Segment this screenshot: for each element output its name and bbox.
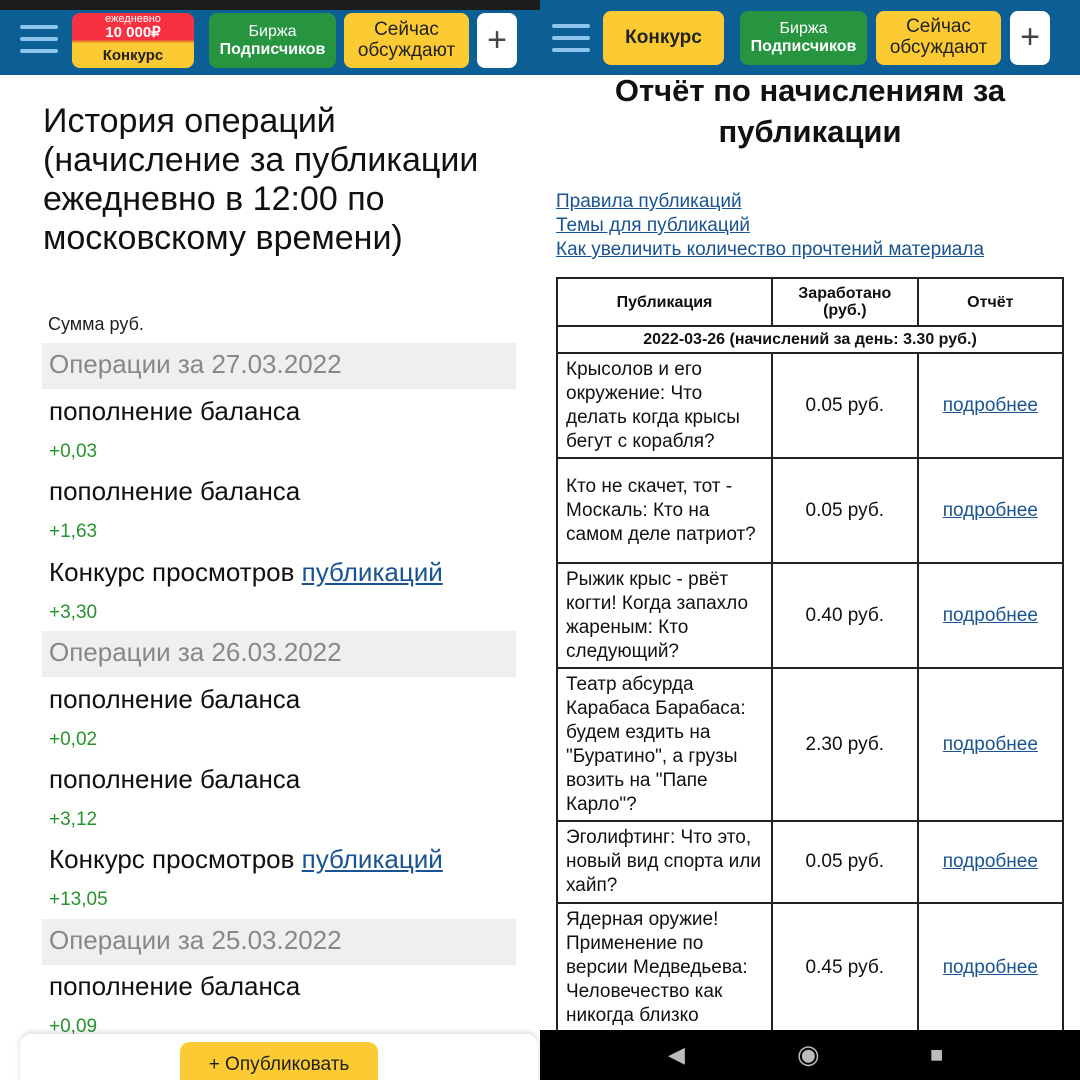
add-button[interactable]: + <box>1010 11 1050 65</box>
col-earned: Заработано (руб.) <box>770 277 919 327</box>
table-row: Крысолов и его окружение: Что делать ког… <box>556 352 1065 459</box>
top-header: Конкурс Биржа Подписчиков Сейчас обсужда… <box>540 0 1080 75</box>
table-row: Рыжик крыс - рвёт когти! Когда запахло ж… <box>556 562 1065 669</box>
col-report: Отчёт <box>916 277 1065 327</box>
android-nav-bar: ◀ ◉ ■ <box>540 1030 1080 1080</box>
details-link[interactable]: подробнее <box>942 957 1038 978</box>
earnings-table: Публикация Заработано (руб.) Отчёт 2022-… <box>556 277 1065 1034</box>
discussed-now-button[interactable]: Сейчас обсуждают <box>344 13 469 68</box>
publications-link[interactable]: публикаций <box>301 557 443 587</box>
contest-button[interactable]: ежедневно 10 000₽ Конкурс <box>72 13 194 68</box>
contest-amount: 10 000₽ <box>105 24 161 42</box>
publication-topics-link[interactable]: Темы для публикаций <box>556 215 750 236</box>
add-button[interactable]: + <box>477 13 517 68</box>
operation-title-text: Конкурс просмотров <box>49 557 302 587</box>
operation-title-text: Конкурс просмотров <box>49 844 302 874</box>
discuss-line1: Сейчас <box>906 16 971 38</box>
publish-bar: + Опубликовать <box>20 1034 538 1080</box>
operation-amount: +13,05 <box>49 889 108 910</box>
top-header: ежедневно 10 000₽ Конкурс Биржа Подписчи… <box>0 0 540 75</box>
table-row: Театр абсурда Карабаса Барабаса: будем е… <box>556 667 1065 822</box>
exchange-line1: Биржа <box>248 22 297 40</box>
exchange-line2: Подписчиков <box>750 38 857 55</box>
earned-value: 0.05 руб. <box>770 820 919 904</box>
col-publication: Публикация <box>556 277 773 327</box>
table-row: Кто не скачет, тот - Москаль: Кто на сам… <box>556 457 1065 564</box>
operation-amount: +3,30 <box>49 602 98 623</box>
operation-title: пополнение баланса <box>49 971 301 1001</box>
operation-title: Конкурс просмотров публикаций <box>49 844 443 875</box>
operation-title: пополнение баланса <box>49 764 301 794</box>
home-icon[interactable]: ◉ <box>797 1039 820 1069</box>
exchange-line2: Подписчиков <box>219 40 326 58</box>
menu-icon[interactable] <box>552 24 590 52</box>
date-group-header: Операции за 27.03.2022 <box>42 343 516 389</box>
earned-value: 0.40 руб. <box>770 562 919 669</box>
operation-amount: +0,03 <box>49 441 98 462</box>
increase-reads-link[interactable]: Как увеличить количество прочтений матер… <box>556 239 985 260</box>
discuss-line2: обсуждают <box>357 39 456 61</box>
date-group-header: Операции за 25.03.2022 <box>42 919 516 965</box>
details-link[interactable]: подробнее <box>942 394 1038 416</box>
details-link[interactable]: подробнее <box>942 733 1038 755</box>
operation-amount: +0,02 <box>49 729 98 750</box>
table-row: Ядерная оружие! Применение по версии Мед… <box>556 902 1065 1034</box>
operation-title: пополнение баланса <box>49 684 301 714</box>
table-header-row: Публикация Заработано (руб.) Отчёт <box>556 277 1065 327</box>
earned-value: 0.45 руб. <box>770 902 919 1034</box>
earned-value: 0.05 руб. <box>770 352 919 459</box>
subscribers-exchange-button[interactable]: Биржа Подписчиков <box>209 13 336 68</box>
date-summary-row: 2022-03-26 (начислений за день: 3.30 руб… <box>556 325 1064 354</box>
publication-title: Крысолов и его окружение: Что делать ког… <box>556 352 773 459</box>
operation-amount: +0,09 <box>49 1016 98 1037</box>
operation-amount: +3,12 <box>49 809 98 830</box>
exchange-line1: Биржа <box>779 20 828 38</box>
operation-title: пополнение баланса <box>49 476 301 506</box>
table-row: Эголифтинг: Что это, новый вид спорта ил… <box>556 820 1065 904</box>
earned-value: 2.30 руб. <box>770 667 919 822</box>
page-title: Отчёт по начислениям за публикации <box>614 73 1006 149</box>
page-title: История операций (начисление за публикац… <box>43 102 479 257</box>
discuss-line2: обсуждают <box>889 37 988 58</box>
date-group-header: Операции за 26.03.2022 <box>42 631 516 677</box>
subscribers-exchange-button[interactable]: Биржа Подписчиков <box>740 11 867 65</box>
right-screen: Конкурс Биржа Подписчиков Сейчас обсужда… <box>540 0 1080 1080</box>
operation-amount: +1,63 <box>49 521 98 542</box>
operation-title: Конкурс просмотров публикаций <box>49 557 443 588</box>
menu-icon[interactable] <box>20 25 58 53</box>
sum-label: Сумма руб. <box>48 314 144 334</box>
back-icon[interactable]: ◀ <box>668 1042 685 1067</box>
contest-daily: ежедневно <box>105 12 161 25</box>
details-link[interactable]: подробнее <box>942 499 1038 521</box>
publication-title: Театр абсурда Карабаса Барабаса: будем е… <box>556 667 773 822</box>
publication-title: Ядерная оружие! Применение по версии Мед… <box>556 902 773 1034</box>
recents-icon[interactable]: ■ <box>930 1042 944 1067</box>
discussed-now-button[interactable]: Сейчас обсуждают <box>876 11 1001 65</box>
operation-title: пополнение баланса <box>49 396 301 426</box>
details-link[interactable]: подробнее <box>942 604 1038 626</box>
publication-rules-link[interactable]: Правила публикаций <box>556 191 742 212</box>
help-links: Правила публикаций Темы для публикаций К… <box>556 190 984 262</box>
details-link[interactable]: подробнее <box>942 851 1038 872</box>
publish-button[interactable]: + Опубликовать <box>180 1042 378 1080</box>
discuss-line1: Сейчас <box>374 18 439 40</box>
earned-value: 0.05 руб. <box>770 457 919 564</box>
left-screen: ежедневно 10 000₽ Конкурс Биржа Подписчи… <box>0 0 540 1080</box>
publication-title: Рыжик крыс - рвёт когти! Когда запахло ж… <box>556 562 773 669</box>
contest-button[interactable]: Конкурс <box>603 11 724 65</box>
publication-title: Кто не скачет, тот - Москаль: Кто на сам… <box>556 457 773 564</box>
contest-label: Конкурс <box>102 46 164 64</box>
publications-link[interactable]: публикаций <box>301 844 443 874</box>
publication-title: Эголифтинг: Что это, новый вид спорта ил… <box>556 820 773 904</box>
